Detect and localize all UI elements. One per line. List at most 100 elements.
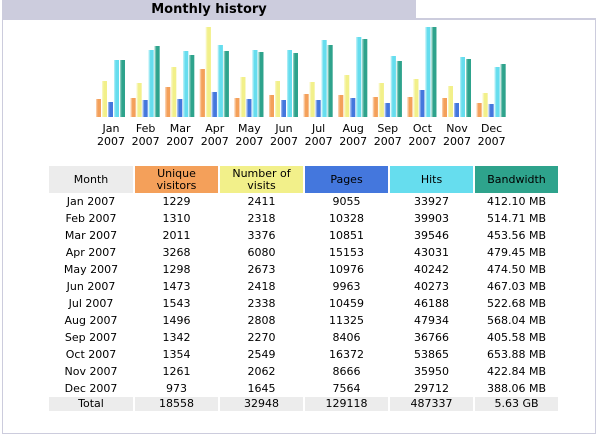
x-label-year: 2007 bbox=[270, 135, 298, 148]
table-row: Mar 2007 2011 3376 10851 39546 453.56 MB bbox=[49, 227, 558, 244]
x-label-mar: Mar 2007 bbox=[160, 122, 200, 148]
x-label-year: 2007 bbox=[477, 135, 506, 148]
cell-bandwidth: 514.71 MB bbox=[486, 212, 547, 225]
cell-hits: 53865 bbox=[414, 348, 449, 361]
x-label-month: Jan bbox=[102, 122, 120, 135]
x-label-year: 2007 bbox=[235, 135, 264, 148]
cell-month: Apr 2007 bbox=[65, 246, 117, 259]
bar-shade-bandwidth-jan bbox=[120, 60, 125, 117]
header-month: Month bbox=[49, 166, 133, 193]
cell-month: Feb 2007 bbox=[65, 212, 117, 225]
cell-hits: 35950 bbox=[414, 365, 449, 378]
x-label-month: Apr bbox=[205, 122, 225, 135]
bar-shade-visits-feb bbox=[136, 83, 142, 117]
x-label-year: 2007 bbox=[339, 135, 368, 148]
cell-visitors: 3268 bbox=[162, 246, 191, 259]
bar-shade-pages-aug bbox=[350, 98, 356, 117]
cell-hits: 43031 bbox=[414, 246, 449, 259]
bar-shade-pages-jan bbox=[108, 102, 113, 117]
x-label-month: Dec bbox=[480, 122, 503, 135]
cell-month: Jun 2007 bbox=[66, 280, 116, 293]
table-row: Jun 2007 1473 2418 9963 40273 467.03 MB bbox=[49, 278, 558, 295]
cell-visits: 2338 bbox=[247, 297, 276, 310]
cell-hits: 47934 bbox=[414, 314, 449, 327]
cell-month: Nov 2007 bbox=[64, 365, 118, 378]
total-hits: 487337 bbox=[390, 397, 473, 411]
table-row: Jul 2007 1543 2338 10459 46188 522.68 MB bbox=[49, 295, 558, 312]
bar-shade-pages-nov bbox=[454, 103, 459, 117]
bar-shade-pages-mar bbox=[177, 99, 183, 117]
cell-month: Jan 2007 bbox=[66, 195, 116, 208]
x-label-month: Aug bbox=[342, 122, 364, 135]
cell-visits: 2808 bbox=[247, 314, 276, 327]
cell-visits: 2418 bbox=[247, 280, 276, 293]
cell-bandwidth: 388.06 MB bbox=[486, 382, 547, 395]
bar-shade-visits-mar bbox=[171, 67, 177, 117]
cell-hits: 39546 bbox=[414, 229, 449, 242]
header-bandwidth: Bandwidth bbox=[475, 166, 558, 193]
total-label: Total bbox=[49, 397, 133, 411]
bar-shade-pages-sep bbox=[384, 103, 390, 117]
bar-shade-hits-jan bbox=[114, 60, 119, 117]
bar-shade-visitors-feb bbox=[130, 98, 136, 117]
x-label-year: 2007 bbox=[408, 135, 437, 148]
cell-month: Sep 2007 bbox=[64, 331, 118, 344]
x-label-year: 2007 bbox=[166, 135, 195, 148]
table-row: Oct 2007 1354 2549 16372 53865 653.88 MB bbox=[49, 346, 558, 363]
cell-month: Dec 2007 bbox=[64, 382, 118, 395]
x-label-sep: Sep 2007 bbox=[368, 122, 408, 148]
cell-pages: 9963 bbox=[332, 280, 361, 293]
bar-shade-visits-jan bbox=[102, 81, 107, 117]
cell-pages: 10851 bbox=[329, 229, 364, 242]
cell-visits: 6080 bbox=[247, 246, 276, 259]
bar-shade-visitors-jul bbox=[303, 94, 309, 117]
bar-shade-visitors-oct bbox=[407, 97, 413, 117]
cell-bandwidth: 453.56 MB bbox=[486, 229, 547, 242]
cell-visitors: 1298 bbox=[162, 263, 191, 276]
x-label-dec: Dec 2007 bbox=[472, 122, 512, 148]
header-hits: Hits bbox=[390, 166, 473, 193]
x-label-aug: Aug 2007 bbox=[333, 122, 373, 148]
cell-visits: 2549 bbox=[247, 348, 276, 361]
x-label-jun: Jun 2007 bbox=[264, 122, 304, 148]
monthly-stats-table: Month Unique visitors Number of visits P… bbox=[47, 166, 560, 411]
x-label-month: Feb bbox=[135, 122, 156, 135]
cell-bandwidth: 422.84 MB bbox=[486, 365, 547, 378]
cell-bandwidth: 467.03 MB bbox=[486, 280, 547, 293]
x-label-year: 2007 bbox=[304, 135, 333, 148]
cell-month: May 2007 bbox=[63, 263, 119, 276]
cell-month: Mar 2007 bbox=[64, 229, 118, 242]
bar-shade-bandwidth-sep bbox=[396, 61, 402, 117]
cell-hits: 33927 bbox=[414, 195, 449, 208]
cell-hits: 40273 bbox=[414, 280, 449, 293]
x-label-jan: Jan 2007 bbox=[91, 122, 131, 148]
bar-shade-visits-jul bbox=[309, 82, 315, 117]
cell-month: Oct 2007 bbox=[65, 348, 117, 361]
x-label-year: 2007 bbox=[443, 135, 471, 148]
x-label-year: 2007 bbox=[373, 135, 402, 148]
cell-bandwidth: 474.50 MB bbox=[486, 263, 547, 276]
monthly-history-chart bbox=[96, 27, 506, 117]
cell-bandwidth: 479.45 MB bbox=[486, 246, 547, 259]
table-header-row: Month Unique visitors Number of visits P… bbox=[49, 166, 558, 193]
cell-month: Jul 2007 bbox=[68, 297, 114, 310]
x-label-oct: Oct 2007 bbox=[402, 122, 442, 148]
panel-title: Monthly history bbox=[151, 2, 267, 17]
cell-pages: 10328 bbox=[329, 212, 364, 225]
bar-shade-bandwidth-mar bbox=[189, 55, 195, 117]
bar-shade-visits-dec bbox=[482, 93, 488, 117]
bar-shade-bandwidth-jul bbox=[327, 45, 333, 117]
bar-shade-visits-aug bbox=[344, 75, 350, 117]
bar-shade-visits-may bbox=[240, 77, 246, 117]
bar-shade-bandwidth-oct bbox=[431, 27, 437, 117]
bar-shade-hits-may bbox=[252, 50, 258, 117]
cell-bandwidth: 412.10 MB bbox=[486, 195, 547, 208]
bar-shade-visitors-may bbox=[234, 98, 240, 117]
cell-pages: 9055 bbox=[332, 195, 361, 208]
table-row: Nov 2007 1261 2062 8666 35950 422.84 MB bbox=[49, 363, 558, 380]
bar-shade-hits-feb bbox=[148, 50, 154, 117]
bar-shade-visits-nov bbox=[448, 86, 453, 117]
cell-hits: 46188 bbox=[414, 297, 449, 310]
panel-top-border bbox=[416, 18, 596, 19]
cell-visits: 1645 bbox=[247, 382, 276, 395]
